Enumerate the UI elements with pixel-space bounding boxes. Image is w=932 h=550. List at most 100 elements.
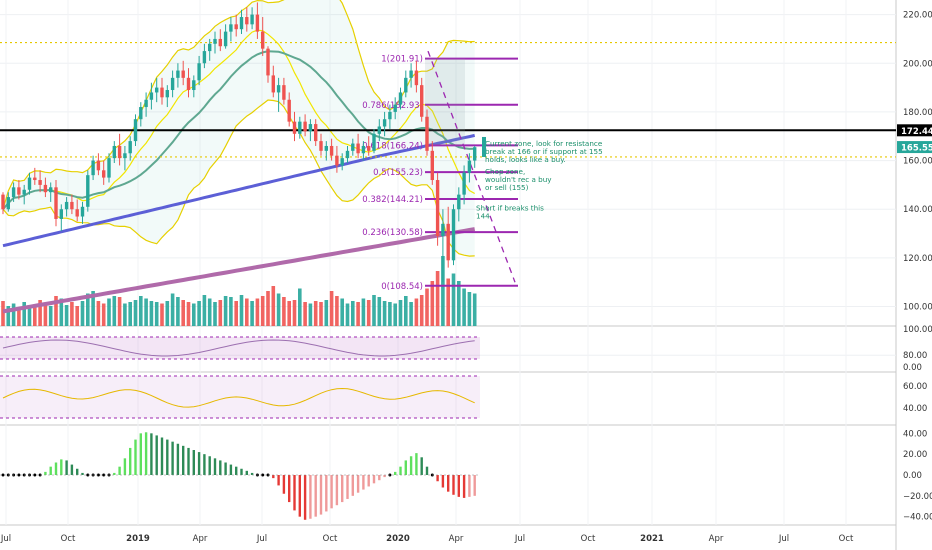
volume-bar [107,298,111,326]
ma-mid-line [2,50,475,210]
volume-bar [430,281,435,326]
volume-bar [181,300,185,326]
volume-bar [356,302,360,326]
candle-body [176,70,180,78]
osc2-line [2,387,475,408]
candle-body [96,160,101,171]
ma-100-line [2,133,476,248]
volume-bar [64,305,69,326]
price-tick-label: 80.00 [903,351,927,361]
candle-body [245,17,249,25]
candle-body [197,63,201,81]
volume-bar [207,298,212,326]
price-badge-label: 165.55 [901,144,932,154]
volume-bar [340,298,344,326]
volume-bar [382,301,387,326]
candle-body [139,107,143,120]
price-tick-label: 120.00 [903,254,932,264]
volume-bar [276,293,281,326]
time-tick-label: Jul [0,534,11,544]
candle-body [144,99,148,108]
candle-body [123,153,127,159]
fib-level-label: 0.236(130.58) [362,228,423,238]
ma-200-line [2,227,476,314]
candle-body [303,121,307,132]
fibonacci-retracement: 1(201.91) 0.786(182.93) 0.618(166.24) 0.5(1… [362,50,518,292]
candle-body [128,141,132,154]
volume-bar [271,286,276,326]
candle-body [292,121,297,134]
volume-bar [197,301,201,326]
volume-bar [223,296,228,326]
candle-body [43,184,48,193]
price-tick-label: 100.00 [903,303,932,313]
histogram-dot [96,473,100,477]
candle-body [59,209,63,219]
candle-body [404,77,408,93]
volume-bar [472,293,477,326]
volume-bar [287,301,291,326]
candle-body [457,194,461,210]
volume-bar [462,288,466,326]
time-tick-label: Oct [839,534,854,544]
candle-body [372,133,376,151]
volume-bar [260,296,265,326]
histogram-dot [102,473,106,477]
horizontal-levels [0,41,896,158]
candle-body [451,209,456,261]
osc2-tick-label: 40.00 [903,404,927,414]
candle-body [276,85,281,93]
histogram-dot [33,473,37,477]
osc3-tick-label: −20.00 [903,492,932,502]
volume-bar [70,302,74,326]
candle-body [351,143,355,151]
candle-body [33,177,37,181]
volume-bar [298,288,302,326]
candle-body [6,197,10,210]
volume-bar [38,300,42,326]
osc2-tick-label: 60.00 [903,382,927,392]
volume-bar [292,300,297,326]
volume-bar [404,296,408,326]
price-tick-label: 220.00 [903,11,932,21]
volume-bar [59,298,64,326]
candle-body [430,150,434,181]
volume-bar [451,273,456,326]
candle-body [27,177,32,190]
candle-body [149,92,154,100]
volume-bars [1,256,477,326]
time-tick-label: Apr [449,534,464,544]
histogram-dot [86,473,90,477]
volume-bar [91,291,95,326]
volume-bar [457,281,461,326]
candle-body [377,126,381,134]
volume-bar [282,297,286,326]
volume-bar [425,288,429,326]
annotation-line: wouldn't rec a buy [485,175,552,184]
candle-body [11,187,16,198]
indicator-bands [2,0,476,314]
volume-bar [54,296,58,326]
bollinger-fill [3,0,475,257]
grid-lines [0,0,896,525]
projection-line [427,50,516,283]
fib-level-label: 0.786(182.93) [362,101,423,111]
volume-bar [149,301,154,326]
volume-bar [22,302,26,326]
volume-bar [96,301,101,326]
volume-bar [17,308,21,326]
candle-body [202,51,207,64]
candle-body [155,87,159,93]
bollinger-lower [2,99,475,257]
volume-bar [446,278,450,326]
candle-body [382,119,387,127]
oscillators [0,336,480,520]
volume-bar [319,302,323,326]
volume-bar [435,271,440,326]
candle-body [329,145,334,156]
candle-body [435,180,440,236]
candle-body [425,116,429,151]
osc3-tick-label: 40.00 [903,429,927,439]
volume-bar [308,303,313,326]
volume-bar [80,301,85,326]
